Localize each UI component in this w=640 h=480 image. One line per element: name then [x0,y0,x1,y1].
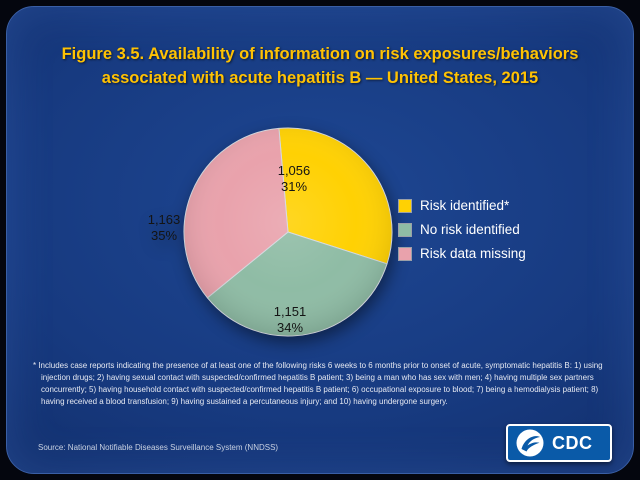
pie-data-label-2: 1,163 35% [148,212,181,243]
legend-item-1: No risk identified [398,222,526,237]
legend-item-2: Risk data missing [398,246,526,261]
page-title-line2: associated with acute hepatitis B — Unit… [101,69,539,87]
pie-data-label-0: 1,056 31% [278,163,311,194]
legend-label: Risk data missing [420,246,526,261]
legend-label: Risk identified* [420,198,510,213]
cdc-logo-text: CDC [552,432,593,453]
legend-swatch-icon [398,246,412,261]
legend-item-0: Risk identified* [398,198,526,213]
hhs-eagle-icon [515,428,545,458]
legend-swatch-icon [398,198,412,213]
footnote: * Includes case reports indicating the p… [33,361,603,406]
legend: Risk identified* No risk identified Risk d… [398,198,526,270]
source-note: Source: National Notifiable Diseases Sur… [38,443,279,452]
page-title: Figure 3.5. Availability of information … [30,42,610,90]
legend-swatch-icon [398,222,412,237]
page-title-line1: Figure 3.5. Availability of information … [61,45,579,63]
pie-data-label-1: 1,151 34% [274,304,307,335]
legend-label: No risk identified [420,222,520,237]
cdc-logo: CDC [506,424,612,462]
